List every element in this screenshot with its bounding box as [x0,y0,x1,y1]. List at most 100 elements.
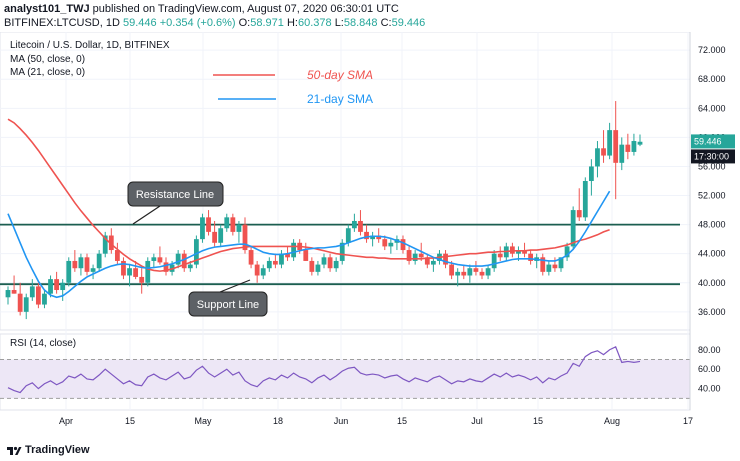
candle-body[interactable] [327,257,333,269]
candle-body[interactable] [193,239,199,265]
rsi-legend[interactable]: RSI (14, close) [10,338,77,349]
sma21-line[interactable] [7,190,611,299]
candle-body[interactable] [254,264,260,276]
candle-body[interactable] [35,286,41,305]
candle-body[interactable] [127,268,132,276]
candle-body[interactable] [358,220,363,232]
candle-body[interactable] [522,250,527,254]
candle-body[interactable] [212,231,218,243]
candle-body[interactable] [558,257,564,269]
candle-body[interactable] [540,257,546,272]
candle-body[interactable] [48,279,53,294]
candle-body[interactable] [175,253,181,265]
candle-body[interactable] [601,148,606,156]
candle-body[interactable] [607,130,613,156]
candle-body[interactable] [163,262,169,272]
candle-body[interactable] [418,253,424,258]
candle-body[interactable] [60,282,66,291]
candle-body[interactable] [552,264,558,269]
candle-body[interactable] [272,260,278,265]
candle-body[interactable] [424,257,430,265]
candle-body[interactable] [72,260,78,269]
candle-body[interactable] [430,260,436,265]
candle-body[interactable] [376,235,382,240]
candle-body[interactable] [285,253,290,258]
candle-body[interactable] [449,264,455,276]
chart-area[interactable]: 72.00068.00064.00060.00056.00052.00048.0… [0,31,740,442]
candle-body[interactable] [266,260,272,269]
candle-body[interactable] [151,257,157,261]
candle-body[interactable] [242,224,248,251]
candle-body[interactable] [218,228,224,243]
candle-body[interactable] [333,260,339,269]
candle-body[interactable] [114,250,120,261]
candle-body[interactable] [473,268,479,272]
candle-body[interactable] [260,268,266,276]
candle-body[interactable] [613,130,619,163]
candle-body[interactable] [309,260,315,272]
candle-body[interactable] [133,268,139,277]
author-name[interactable]: analyst101_TWJ [4,3,90,15]
candle-body[interactable] [90,268,96,272]
candle-body[interactable] [637,141,643,145]
candle-body[interactable] [382,239,388,247]
candle-body[interactable] [619,144,625,163]
candle-body[interactable] [625,144,631,152]
candle-body[interactable] [412,253,418,261]
candle-body[interactable] [516,250,521,254]
candle-body[interactable] [279,253,284,265]
candle-body[interactable] [582,181,588,218]
candle-body[interactable] [351,220,357,229]
candle-body[interactable] [145,260,151,283]
candle-body[interactable] [187,264,193,269]
candle-body[interactable] [388,242,394,247]
candle-body[interactable] [78,257,84,269]
candle-body[interactable] [96,253,102,269]
candle-body[interactable] [370,235,376,240]
candle-body[interactable] [157,257,163,263]
candle-body[interactable] [29,286,35,298]
candle-body[interactable] [321,257,327,265]
candle-body[interactable] [595,148,600,167]
tradingview-logo[interactable]: TradingView [6,444,90,456]
candle-body[interactable] [588,166,594,181]
candle-body[interactable] [461,271,467,276]
candle-body[interactable] [5,290,11,298]
candle-body[interactable] [248,250,254,265]
candle-body[interactable] [102,235,108,254]
candle-body[interactable] [570,210,576,247]
candle-body[interactable] [631,141,637,152]
candle-body[interactable] [23,297,29,312]
candle-body[interactable] [66,260,72,283]
candle-body[interactable] [200,217,205,240]
rsi-line[interactable] [7,346,641,394]
candle-body[interactable] [443,253,448,265]
candle-body[interactable] [564,246,570,258]
candle-body[interactable] [455,271,461,276]
candle-body[interactable] [315,264,321,272]
candle-body[interactable] [224,217,230,229]
candle-body[interactable] [108,235,114,251]
candle-body[interactable] [11,290,17,294]
candle-body[interactable] [546,264,552,272]
candle-body[interactable] [291,242,297,258]
candle-body[interactable] [139,276,145,283]
candle-body[interactable] [406,250,412,261]
candle-body[interactable] [42,293,47,305]
sma50-line[interactable] [7,118,610,272]
candle-body[interactable] [364,231,369,240]
candle-body[interactable] [485,268,491,276]
candle-body[interactable] [181,253,187,269]
ma50-legend[interactable]: MA (50, close, 0) [10,54,86,65]
price-pane[interactable] [0,31,691,331]
candle-body[interactable] [497,253,503,258]
candle-body[interactable] [339,242,345,261]
price-chart[interactable]: 72.00068.00064.00060.00056.00052.00048.0… [0,31,740,442]
candle-body[interactable] [303,250,309,261]
candle-body[interactable] [479,271,485,276]
candle-body[interactable] [121,260,126,276]
candle-body[interactable] [84,257,90,272]
candle-body[interactable] [400,239,406,251]
candle-body[interactable] [491,253,497,269]
candle-body[interactable] [576,210,582,218]
